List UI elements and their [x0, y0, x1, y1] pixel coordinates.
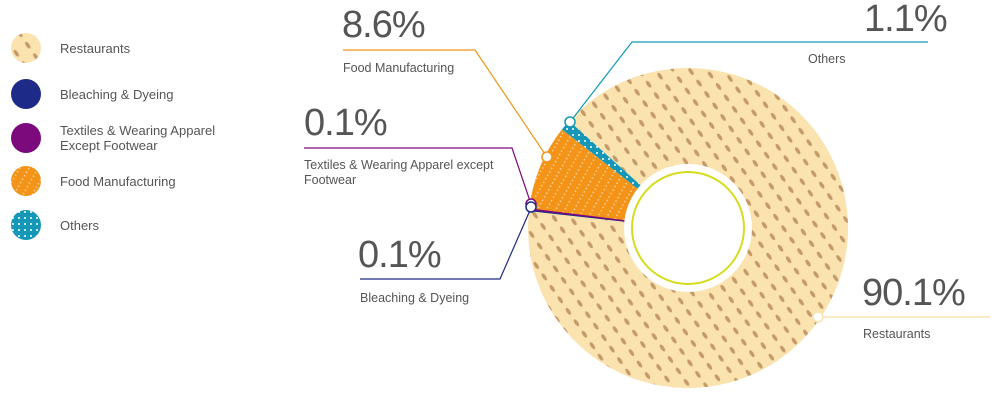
data-label-textiles-pct: 0.1% [304, 102, 388, 144]
callout-line-bleaching [360, 207, 532, 280]
callout-dot-food [541, 151, 553, 163]
legend-swatch-textiles [11, 123, 41, 153]
donut-hole [624, 164, 752, 292]
callout-line-others [569, 41, 928, 123]
callout-line-food [343, 49, 548, 158]
legend-label: Food Manufacturing [60, 173, 176, 189]
legend-label: Bleaching & Dyeing [60, 86, 174, 102]
legend-swatch-restaurants [11, 33, 41, 63]
legend-item-others: Others [10, 209, 99, 241]
legend-item-food: Food Manufacturing [10, 165, 176, 197]
data-label-others-name: Others [808, 52, 846, 66]
legend-item-textiles: Textiles & Wearing Apparel Except Footwe… [10, 122, 230, 154]
legend-item-restaurants: Restaurants [10, 32, 130, 64]
legend-label: Others [60, 217, 100, 233]
data-label-food-pct: 8.6% [342, 4, 426, 46]
data-label-restaurants-pct: 90.1% [862, 272, 966, 314]
callout-dot-others [564, 116, 576, 128]
data-label-food-name: Food Manufacturing [343, 61, 455, 75]
legend-swatch-food [11, 166, 41, 196]
legend-item-bleaching: Bleaching & Dyeing [10, 78, 173, 110]
legend-label: Textiles & Wearing Apparel Except Footwe… [60, 123, 216, 153]
callout-line-textiles [304, 147, 532, 205]
legend-swatch-bleaching [11, 79, 41, 109]
data-label-textiles-name: Textiles & Wearing Apparel except Footwe… [304, 158, 494, 187]
callout-dot-restaurants [812, 311, 824, 323]
center-ring [631, 171, 745, 285]
legend-swatch-others [11, 210, 41, 240]
data-label-bleaching-pct: 0.1% [358, 234, 442, 276]
data-label-bleaching-name: Bleaching & Dyeing [360, 291, 470, 305]
legend-label: Restaurants [60, 40, 131, 56]
data-label-others-pct: 1.1% [864, 0, 948, 40]
callout-dot-bleaching [525, 201, 537, 213]
data-label-restaurants-name: Restaurants [863, 327, 931, 341]
